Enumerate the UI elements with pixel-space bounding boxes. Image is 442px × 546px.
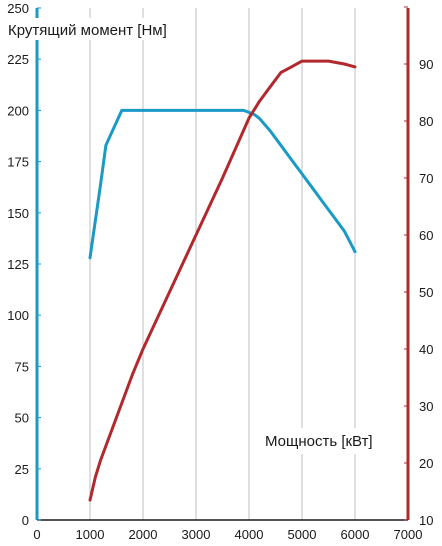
x-tick-label-7000: 7000: [394, 527, 423, 542]
left-tick-label-150: 150: [7, 206, 29, 221]
left-tick-label-225: 225: [7, 52, 29, 67]
right-axis-label: Мощность [кВт]: [265, 433, 373, 450]
left-tick-label-50: 50: [15, 411, 29, 426]
left-axis-label: Крутящий момент [Нм]: [8, 22, 167, 39]
right-tick-label-20: 20: [419, 456, 433, 471]
x-tick-label-5000: 5000: [288, 527, 317, 542]
left-tick-label-250: 250: [7, 1, 29, 16]
x-tick-label-4000: 4000: [235, 527, 264, 542]
x-tick-label-2000: 2000: [129, 527, 158, 542]
left-tick-label-125: 125: [7, 257, 29, 272]
x-tick-label-3000: 3000: [182, 527, 211, 542]
right-axis-label-bg: [262, 428, 380, 454]
right-tick-label-30: 30: [419, 399, 433, 414]
x-tick-label-1000: 1000: [76, 527, 105, 542]
left-tick-label-100: 100: [7, 308, 29, 323]
right-tick-label-10: 10: [419, 513, 433, 528]
data-series: [88, 59, 357, 502]
left-tick-label-25: 25: [15, 462, 29, 477]
right-tick-label-90: 90: [419, 57, 433, 72]
left-tick-label-175: 175: [7, 155, 29, 170]
left-axis-label-bg: [4, 18, 172, 40]
right-tick-label-40: 40: [419, 342, 433, 357]
x-tick-label-6000: 6000: [341, 527, 370, 542]
left-tick-label-75: 75: [15, 359, 29, 374]
tick-labels: 0 25 50 75 100 125 150 175 200 225 250 10 20 30 40 50 60…: [7, 1, 433, 542]
power-curve: [88, 59, 357, 502]
right-tick-label-70: 70: [419, 171, 433, 186]
axis-labels: Крутящий момент [Нм] Мощность [кВт]: [4, 18, 380, 454]
right-tick-label-80: 80: [419, 114, 433, 129]
x-tick-label-0: 0: [33, 527, 40, 542]
left-tick-label-0: 0: [22, 513, 29, 528]
right-tick-label-50: 50: [419, 285, 433, 300]
vertical-gridlines: [89, 8, 356, 520]
right-tick-label-60: 60: [419, 228, 433, 243]
torque-curve: [88, 108, 357, 260]
left-tick-label-200: 200: [7, 103, 29, 118]
